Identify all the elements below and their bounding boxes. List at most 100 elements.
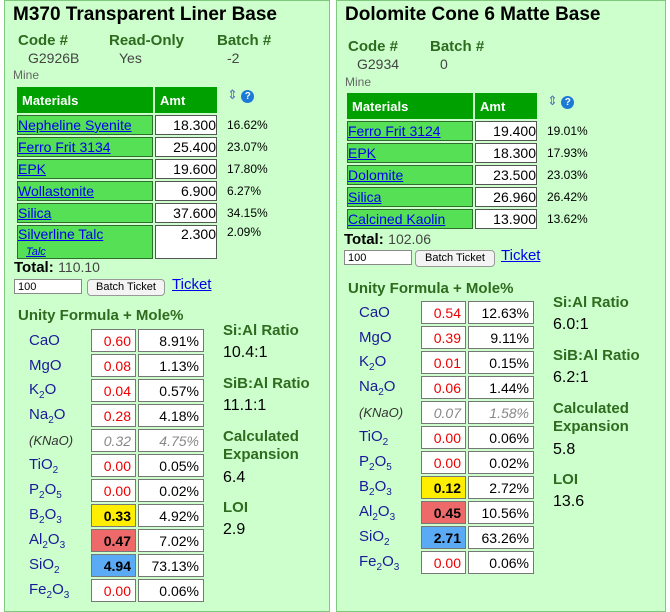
si-al-ratio-value: 10.4:1 [223,344,268,361]
oxide-value: 0.60 [91,329,136,352]
help-icon[interactable]: ? [561,96,575,109]
oxide-name: (KNaO) [29,433,74,448]
material-link[interactable]: EPK [348,145,377,161]
sib-al-ratio-label: SiB:Al Ratio [223,375,310,392]
oxide-name: Na2O [359,377,396,398]
oxide-name: P2O5 [359,452,392,473]
amount-field[interactable]: 6.900 [155,181,217,201]
batch-size-input[interactable]: 100 [14,279,82,294]
loi-label: LOI [553,471,578,488]
amount-field[interactable]: 18.300 [155,115,217,135]
material-row: Calcined Kaolin 13.900 13.62% [347,209,588,229]
material-percent: 16.62% [227,118,268,132]
material-row: Dolomite 23.500 23.03% [347,165,588,185]
sib-al-ratio-label: SiB:Al Ratio [553,347,640,364]
materials-header[interactable]: Materials [347,93,473,119]
oxide-row: (KNaO) 0.07 1.58% [359,401,534,424]
expansion-label: Calculated Expansion [553,400,629,435]
loi-label: LOI [223,499,248,516]
amount-field[interactable]: 2.300 [155,225,217,259]
code-label: Code # [18,32,69,49]
material-row: Silica 26.960 26.42% [347,187,588,207]
oxide-name: B2O3 [29,505,62,526]
loi-value: 2.9 [223,521,246,538]
material-link[interactable]: Ferro Frit 3124 [348,123,441,139]
amt-header[interactable]: Amt [155,87,217,113]
total-label: Total: [14,259,54,276]
oxide-mole-percent: 9.11% [468,326,534,349]
material-link[interactable]: Calcined Kaolin [348,211,446,227]
recipe-title: Dolomite Cone 6 Matte Base [345,4,601,25]
oxide-mole-percent: 2.72% [468,476,534,499]
material-percent: 17.80% [227,162,268,176]
batch-ticket-button[interactable]: Batch Ticket [415,250,495,267]
oxide-value: 0.45 [421,501,466,524]
oxide-row: Na2O 0.06 1.44% [359,376,534,399]
left-recipe-panel: M370 Transparent Liner Base Code # G2926… [4,0,330,612]
oxide-row: MgO 0.39 9.11% [359,326,534,349]
material-percent: 34.15% [227,206,268,220]
oxide-value: 0.01 [421,351,466,374]
oxide-mole-percent: 0.06% [468,551,534,574]
ticket-link[interactable]: Ticket [501,247,541,264]
oxide-mole-percent: 8.91% [138,329,204,352]
material-link[interactable]: Silica [18,205,52,221]
oxide-row: Fe2O3 0.00 0.06% [359,551,534,574]
amount-field[interactable]: 26.960 [475,187,537,207]
expansion-value: 5.8 [553,441,576,458]
si-al-ratio-value: 6.0:1 [553,316,589,333]
oxide-name: (KNaO) [359,405,404,420]
oxide-row: CaO 0.54 12.63% [359,301,534,324]
material-percent: 23.07% [227,140,268,154]
amount-field[interactable]: 25.400 [155,137,217,157]
batch-label: Batch # [430,38,485,55]
amount-field[interactable]: 18.300 [475,143,537,163]
material-percent: 6.27% [227,184,262,198]
batch-size-input[interactable]: 100 [344,250,412,265]
batch-ticket-button[interactable]: Batch Ticket [87,279,165,296]
material-sub-link[interactable]: Talc [26,246,46,258]
total-value: 110.10 [58,259,100,275]
material-link[interactable]: Nepheline Syenite [18,117,132,133]
readonly-label: Read-Only [109,32,185,49]
oxide-name: TiO2 [359,427,389,448]
loi-value: 13.6 [553,493,585,510]
material-percent: 17.93% [547,146,588,160]
material-link[interactable]: Ferro Frit 3134 [18,139,111,155]
oxide-row: CaO 0.60 8.91% [29,329,204,352]
oxide-row: MgO 0.08 1.13% [29,354,204,377]
oxide-name: Al2O3 [29,530,66,551]
materials-header[interactable]: Materials [17,87,153,113]
material-row: Ferro Frit 3124 19.400 19.01% [347,121,588,141]
material-link[interactable]: Silica [348,189,382,205]
oxide-row: Al2O3 0.47 7.02% [29,529,204,552]
batch-label: Batch # [217,32,272,49]
material-link[interactable]: Dolomite [348,167,404,183]
amount-field[interactable]: 37.600 [155,203,217,223]
sort-arrows-icon[interactable]: ⇕ [547,93,558,108]
si-al-ratio-label: Si:Al Ratio [223,322,299,339]
oxide-row: SiO2 4.94 73.13% [29,554,204,577]
help-icon[interactable]: ? [241,90,255,103]
oxide-name: Al2O3 [359,502,396,523]
amount-field[interactable]: 19.400 [475,121,537,141]
recipe-title: M370 Transparent Liner Base [13,4,277,25]
material-row: EPK 18.300 17.93% [347,143,588,163]
ticket-link[interactable]: Ticket [172,276,212,293]
oxide-mole-percent: 4.75% [138,429,204,452]
oxide-row: Na2O 0.28 4.18% [29,404,204,427]
sort-arrows-icon[interactable]: ⇕ [227,87,238,102]
amount-field[interactable]: 13.900 [475,209,537,229]
oxide-mole-percent: 4.18% [138,404,204,427]
oxide-value: 0.32 [91,429,136,452]
batch-value: -2 [227,50,240,66]
material-link[interactable]: Silverline Talc [18,226,104,242]
material-link[interactable]: Wollastonite [18,183,95,199]
material-row: EPK 19.600 17.80% [17,159,268,179]
amount-field[interactable]: 19.600 [155,159,217,179]
material-link[interactable]: EPK [18,161,47,177]
amt-header[interactable]: Amt [475,93,537,119]
oxide-mole-percent: 7.02% [138,529,204,552]
material-row: Silica 37.600 34.15% [17,203,268,223]
amount-field[interactable]: 23.500 [475,165,537,185]
